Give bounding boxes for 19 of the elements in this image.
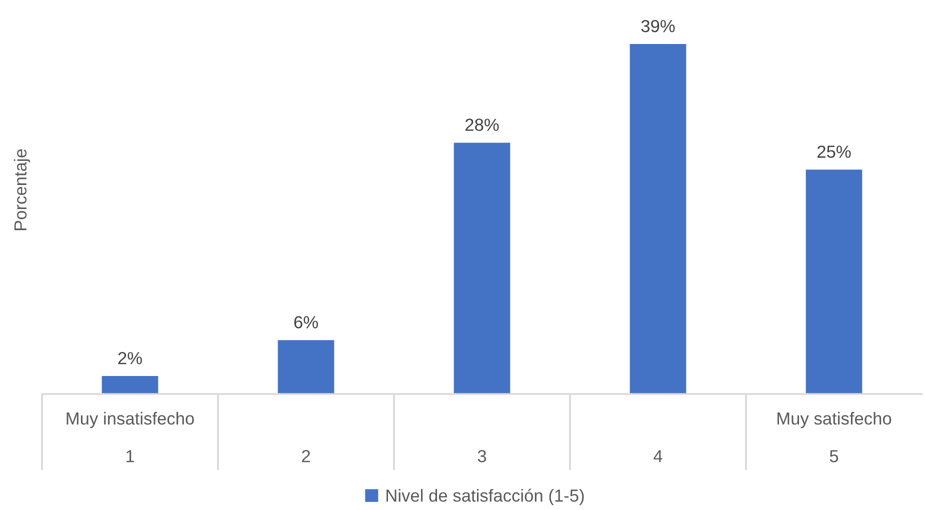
text: Muy insatisfecho bbox=[66, 412, 194, 428]
data-label: 2% bbox=[118, 352, 142, 364]
legend-label: Nivel de satisfacción (1-5) bbox=[386, 488, 584, 506]
y-axis-title: Porcentaje bbox=[14, 149, 30, 230]
data-label: 25% bbox=[818, 146, 851, 158]
bar bbox=[102, 376, 158, 394]
x-tick-label: 5 bbox=[830, 450, 838, 462]
x-tick-label: 3 bbox=[478, 450, 486, 462]
bar bbox=[806, 170, 862, 394]
text: Muy satisfecho bbox=[778, 412, 892, 428]
bar bbox=[278, 340, 334, 394]
bar bbox=[454, 142, 510, 394]
x-tick-label: 4 bbox=[654, 450, 662, 462]
data-label: 39% bbox=[641, 20, 675, 32]
bar bbox=[630, 44, 686, 394]
data-label: 28% bbox=[466, 118, 499, 131]
x-tick-label: 1 bbox=[126, 450, 134, 462]
data-label: 6% bbox=[294, 316, 318, 328]
x-tick-label: 2 bbox=[302, 450, 310, 462]
